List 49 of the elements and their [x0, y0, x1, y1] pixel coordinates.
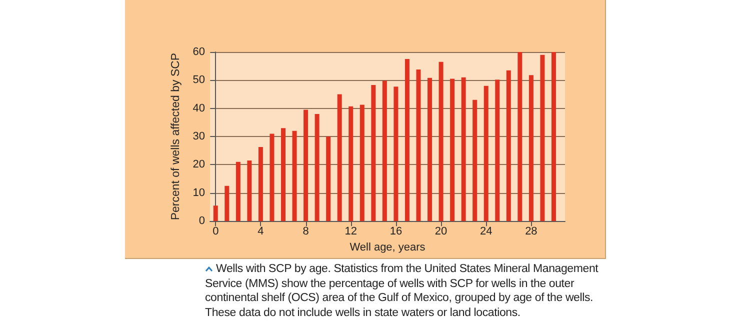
text: Wells with SCP by age. Statistics from the United States Mineral Management Service (MMS) show the percentage of wells with SCP for wells in the outer continental shelf (OCS) area of the Gulf of Mexico, grouped by age of the wells. These data do not include wells in state waters or land locations. [205, 262, 600, 320]
x-tick-label: 8 [302, 226, 309, 238]
bar [528, 75, 534, 222]
bar [270, 134, 274, 222]
x-tick-label: 16 [390, 226, 402, 238]
bar [416, 69, 421, 222]
bar [292, 130, 297, 222]
bar [551, 52, 556, 222]
bar [438, 62, 444, 222]
bar [540, 54, 545, 222]
bar [281, 128, 286, 222]
y-tick-label: 10 [192, 186, 205, 199]
x-tick-label: 0 [212, 226, 219, 238]
bar [495, 80, 500, 222]
y-tick-label: 30 [192, 130, 205, 143]
x-tick-label: 20 [434, 226, 448, 238]
y-tick-label: 40 [192, 102, 205, 114]
bar [326, 136, 331, 222]
x-tick-label: 4 [258, 226, 264, 238]
bar [394, 86, 398, 222]
bar [224, 186, 230, 222]
x-tick-label: 12 [344, 226, 357, 238]
bar [428, 78, 432, 222]
bar [213, 206, 218, 222]
bar [371, 84, 376, 222]
x-axis-title: Well age, years [350, 242, 426, 254]
bar [461, 77, 466, 222]
bar [472, 100, 478, 222]
x-tick-label: 24 [480, 226, 492, 238]
bar [404, 59, 410, 222]
y-axis-title: Percent of wells affected by SCP [170, 52, 182, 220]
bar [450, 78, 455, 222]
bar [484, 86, 488, 222]
bar [506, 70, 511, 222]
bar [382, 80, 387, 222]
bar [236, 162, 240, 222]
bar [518, 52, 522, 222]
bar [258, 146, 263, 222]
bar [314, 114, 320, 222]
bar [348, 106, 354, 222]
y-tick-label: 60 [192, 46, 205, 58]
y-tick-label: 0 [198, 215, 205, 228]
y-tick-label: 50 [192, 74, 205, 86]
x-tick-label: 28 [525, 226, 538, 238]
bar [337, 94, 342, 222]
bar [360, 104, 364, 222]
y-tick-label: 20 [192, 158, 205, 171]
bar [304, 110, 308, 222]
bar [247, 160, 252, 222]
